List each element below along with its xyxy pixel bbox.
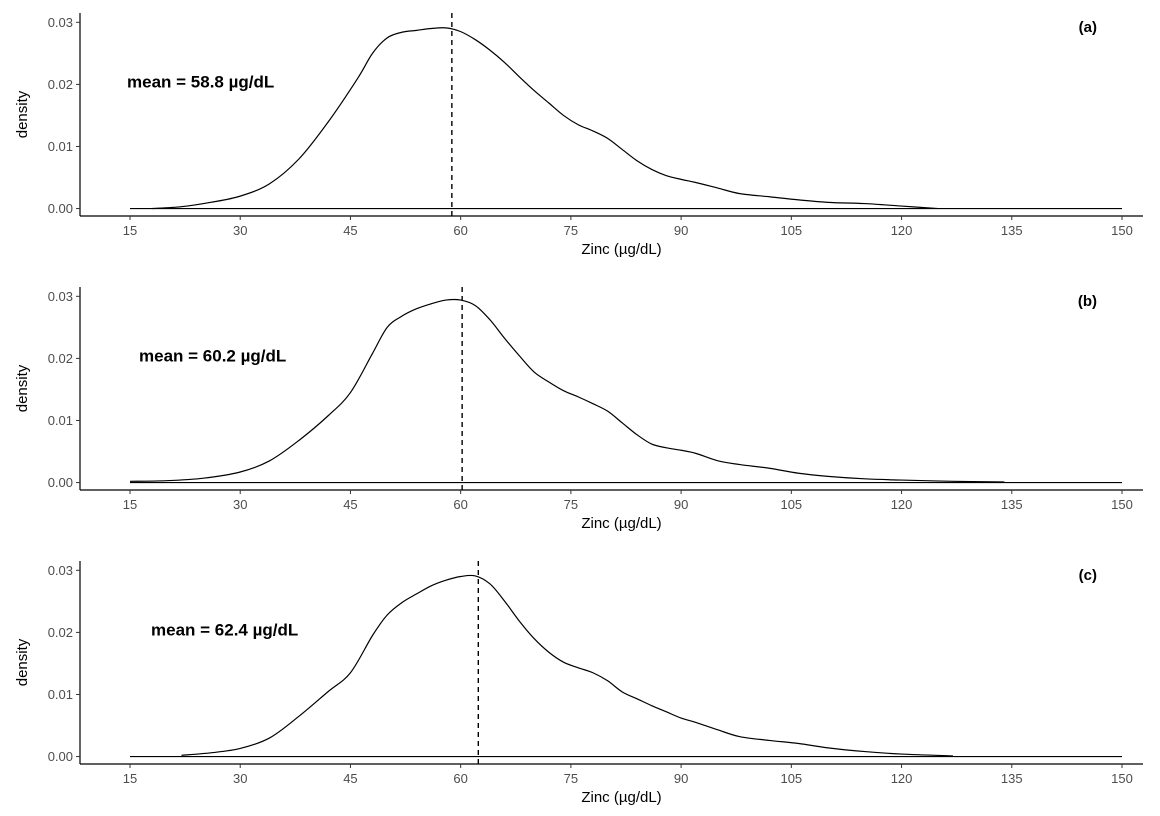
x-tick-label: 120 [891,497,913,512]
x-tick-label: 150 [1111,223,1133,238]
y-tick-label: 0.03 [48,15,73,30]
panel-c: 0.00 0.01 0.02 0.03 15 30 45 60 75 90 105 120 135 150… [14,561,1143,806]
y-tick-label: 0.01 [48,139,73,154]
x-tick-label: 60 [453,223,467,238]
panel-tag: (c) [1079,567,1097,584]
mean-annotation: mean = 62.4 µg/dL [151,620,298,639]
x-tick-label: 45 [343,223,357,238]
y-tick-label: 0.02 [48,625,73,640]
x-tick-label: 105 [780,771,802,786]
x-tick-label: 60 [453,771,467,786]
x-tick-label: 75 [564,771,578,786]
panel-b: 0.00 0.01 0.02 0.03 15 30 45 60 75 90 105 120 135 150… [14,287,1143,532]
y-tick-label: 0.01 [48,413,73,428]
x-tick-label: 30 [233,497,247,512]
x-tick-label: 120 [891,771,913,786]
x-tick-label: 75 [564,223,578,238]
y-tick-label: 0.02 [48,77,73,92]
x-tick-label: 90 [674,497,688,512]
panel-tag: (a) [1079,19,1097,36]
x-tick-label: 150 [1111,497,1133,512]
y-axis-title: density [14,638,31,686]
x-tick-label: 30 [233,223,247,238]
x-tick-label: 90 [674,223,688,238]
x-tick-label: 60 [453,497,467,512]
x-axis-title: Zinc (µg/dL) [581,241,661,258]
x-tick-label: 30 [233,771,247,786]
x-tick-label: 90 [674,771,688,786]
y-tick-label: 0.01 [48,687,73,702]
x-tick-label: 135 [1001,223,1023,238]
x-tick-label: 135 [1001,497,1023,512]
y-tick-label: 0.00 [48,749,73,764]
x-tick-label: 105 [780,497,802,512]
x-tick-label: 15 [123,497,137,512]
mean-annotation: mean = 60.2 µg/dL [139,346,286,365]
density-curve [129,298,1005,483]
x-tick-label: 15 [123,223,137,238]
y-tick-label: 0.03 [48,563,73,578]
density-curve [152,27,939,210]
y-axis-title: density [14,90,31,138]
x-tick-label: 45 [343,771,357,786]
x-tick-label: 105 [780,223,802,238]
x-axis-title: Zinc (µg/dL) [581,515,661,532]
x-axis-title: Zinc (µg/dL) [581,789,661,806]
y-tick-label: 0.00 [48,201,73,216]
density-curve [181,574,954,757]
x-tick-label: 75 [564,497,578,512]
panel-a: 0.00 0.01 0.02 0.03 15 30 45 60 75 90 105 120 135 150… [14,13,1143,258]
x-tick-label: 135 [1001,771,1023,786]
mean-annotation: mean = 58.8 µg/dL [127,72,274,91]
y-tick-label: 0.03 [48,289,73,304]
y-axis-title: density [14,364,31,412]
x-tick-label: 45 [343,497,357,512]
x-tick-label: 120 [891,223,913,238]
y-tick-label: 0.02 [48,351,73,366]
x-tick-label: 150 [1111,771,1133,786]
y-tick-label: 0.00 [48,475,73,490]
panel-tag: (b) [1078,293,1097,310]
x-tick-label: 15 [123,771,137,786]
